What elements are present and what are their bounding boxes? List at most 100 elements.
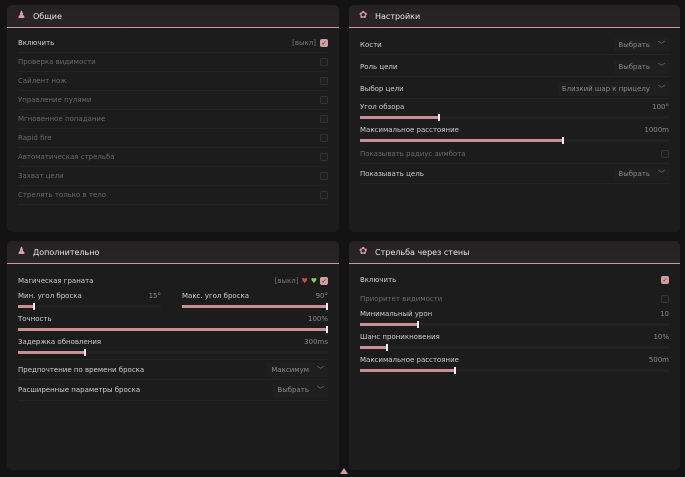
grenade-row[interactable]: Магическая граната [выкл] ♥ ♥ ✓: [18, 271, 328, 290]
target-role-label: Роль цели: [360, 62, 398, 71]
show-radius-row[interactable]: Показывать радиус аимбота: [360, 145, 669, 164]
chevron-down-icon: ﹀: [317, 386, 324, 394]
option-label: Мгновенное попадание: [18, 115, 106, 123]
option-row[interactable]: Автоматическая стрельба: [18, 148, 328, 167]
enable-label: Включить: [360, 275, 397, 284]
wall-max-distance-slider[interactable]: Максимальное расстояние 500m: [360, 356, 669, 378]
slider-value: 15°: [148, 292, 161, 300]
slider-handle[interactable]: [453, 367, 456, 374]
option-row[interactable]: Rapid fire: [18, 129, 328, 148]
slider-value: 10: [660, 310, 669, 318]
slider-handle[interactable]: [416, 321, 419, 328]
slider-value: 300ms: [304, 338, 328, 346]
option-label: Автоматическая стрельба: [18, 153, 115, 161]
slider-handle[interactable]: [385, 344, 388, 351]
dropdown-value: Выбрать: [618, 62, 650, 71]
option-row[interactable]: Проверка видимости: [18, 53, 328, 72]
slider-handle[interactable]: [438, 114, 441, 121]
option-row[interactable]: Захват цели: [18, 167, 328, 186]
bones-row: Кости Выбрать ﹀: [360, 35, 669, 55]
slider-handle[interactable]: [326, 326, 328, 333]
fov-slider[interactable]: Угол обзора 100°: [360, 103, 669, 125]
slider-handle[interactable]: [561, 137, 564, 144]
target-role-dropdown[interactable]: Выбрать ﹀: [614, 59, 669, 74]
option-label: Стрелять только в тело: [18, 191, 107, 199]
chevron-down-icon: ﹀: [658, 62, 665, 71]
slider-value: 1000m: [644, 126, 669, 134]
extra-panel: ♟ Дополнительно Магическая граната [выкл] ♥…: [7, 241, 339, 470]
target-role-row: Роль цели Выбрать ﹀: [360, 57, 669, 77]
gear-icon: ✿: [359, 10, 368, 21]
option-checkbox[interactable]: [320, 172, 328, 180]
gear-icon: ✿: [359, 246, 368, 257]
priority-checkbox[interactable]: [661, 294, 669, 303]
show-target-label: Показывать цель: [360, 169, 424, 178]
option-label: Сайлент нож: [18, 77, 67, 85]
panel-header: ♟ Общие: [7, 5, 339, 28]
adv-row: Расширенные параметры броска Выбрать ﹀: [18, 380, 328, 401]
option-row[interactable]: Сайлент нож: [18, 72, 328, 91]
panel-title: Стрельба через стены: [375, 247, 470, 257]
bones-dropdown[interactable]: Выбрать ﹀: [614, 37, 669, 52]
target-select-dropdown[interactable]: Близкий шар к прицелу ﹀: [557, 81, 669, 96]
panel-title: Дополнительно: [33, 247, 100, 257]
grenade-label: Магическая граната: [18, 276, 94, 285]
enable-row[interactable]: Включить [выкл] ✓: [18, 34, 328, 53]
chevron-down-icon: ﹀: [658, 40, 665, 49]
slider-handle[interactable]: [326, 303, 328, 310]
slider-handle[interactable]: [33, 303, 36, 310]
enable-checkbox[interactable]: ✓: [661, 275, 669, 284]
option-label: Проверка видимости: [18, 58, 96, 66]
slider-value: 500m: [648, 356, 669, 364]
time-pref-dropdown[interactable]: Максимум ﹀: [267, 362, 328, 377]
chance-slider[interactable]: Шанс проникновения 10%: [360, 333, 669, 355]
adv-label: Расширенные параметры броска: [18, 386, 141, 394]
option-label: Захват цели: [18, 172, 64, 180]
user-group-icon: ♟: [17, 10, 26, 21]
chevron-down-icon: ﹀: [317, 365, 324, 374]
bones-label: Кости: [360, 40, 382, 49]
option-checkbox[interactable]: [320, 134, 328, 142]
slider-handle[interactable]: [84, 349, 87, 356]
chevron-down-icon: ﹀: [658, 84, 665, 93]
show-radius-label: Показывать радиус аимбота: [360, 150, 466, 158]
min-damage-slider[interactable]: Минимальный урон 10: [360, 310, 669, 332]
min-angle-slider[interactable]: Мин. угол броска 15°: [18, 292, 161, 314]
option-row[interactable]: Стрелять только в тело: [18, 186, 328, 205]
show-radius-checkbox[interactable]: [661, 150, 669, 158]
option-checkbox[interactable]: [320, 191, 328, 199]
panel-title: Настройки: [375, 11, 421, 21]
priority-row[interactable]: Приоритет видимости: [360, 289, 669, 308]
adv-dropdown[interactable]: Выбрать ﹀: [273, 383, 328, 397]
option-row[interactable]: Управление пулями: [18, 91, 328, 110]
wall-enable-row[interactable]: Включить ✓: [360, 270, 669, 289]
max-angle-slider[interactable]: Макс. угол броска 90°: [182, 292, 328, 314]
option-checkbox[interactable]: [320, 96, 328, 104]
settings-panel: ✿ Настройки Кости Выбрать ﹀ Роль цели Выбрат…: [349, 5, 680, 232]
heart-red-icon[interactable]: ♥: [301, 276, 308, 285]
resize-handle-icon[interactable]: [340, 468, 348, 474]
slider-label: Шанс проникновения: [360, 333, 440, 341]
chevron-down-icon: ﹀: [658, 169, 665, 178]
grenade-checkbox[interactable]: ✓: [320, 276, 328, 285]
option-row[interactable]: Мгновенное попадание: [18, 110, 328, 129]
slider-label: Минимальный урон: [360, 310, 433, 318]
option-checkbox[interactable]: [320, 77, 328, 85]
slider-label: Мин. угол броска: [18, 292, 82, 300]
option-checkbox[interactable]: [320, 153, 328, 161]
show-target-dropdown[interactable]: Выбрать ﹀: [614, 166, 669, 181]
accuracy-slider[interactable]: Точность 100%: [18, 315, 328, 337]
dropdown-value: Выбрать: [618, 169, 650, 178]
heart-green-icon[interactable]: ♥: [310, 276, 317, 285]
option-checkbox[interactable]: [320, 58, 328, 66]
max-distance-slider[interactable]: Максимальное расстояние 1000m: [360, 126, 669, 148]
general-panel: ♟ Общие Включить [выкл] ✓ Проверка видимост…: [7, 5, 339, 232]
delay-slider[interactable]: Задержка обновления 300ms: [18, 338, 328, 360]
keybind[interactable]: [выкл]: [292, 39, 316, 47]
option-label: Управление пулями: [18, 96, 92, 104]
option-checkbox[interactable]: [320, 115, 328, 123]
slider-value: 100%: [307, 315, 328, 323]
enable-checkbox[interactable]: ✓: [320, 39, 328, 47]
keybind[interactable]: [выкл]: [274, 276, 299, 285]
panel-header: ✿ Настройки: [349, 5, 680, 28]
